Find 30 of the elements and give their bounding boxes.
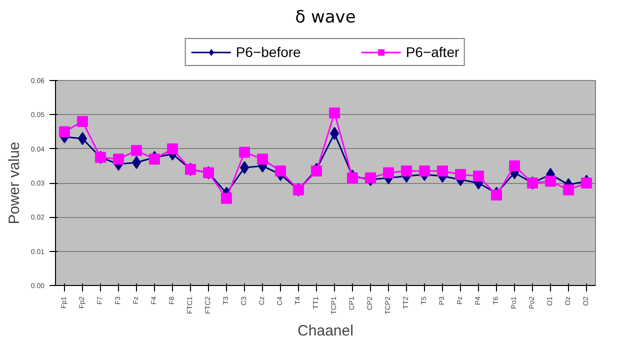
point <box>383 167 394 178</box>
point <box>329 107 340 118</box>
point <box>221 192 232 204</box>
point <box>149 154 160 165</box>
x-axis-title: Chaanel <box>298 322 354 340</box>
point <box>563 184 574 196</box>
point <box>275 166 286 177</box>
point <box>581 178 592 188</box>
point <box>365 172 376 184</box>
point <box>491 189 502 200</box>
point <box>545 176 556 187</box>
point <box>77 116 88 127</box>
point <box>131 145 142 156</box>
point <box>419 166 430 177</box>
point <box>239 146 250 158</box>
point <box>473 170 484 182</box>
point <box>59 126 70 138</box>
chart-title: δ wave <box>295 8 356 28</box>
point <box>455 168 466 180</box>
point <box>311 166 322 177</box>
point <box>257 154 268 165</box>
point <box>113 154 124 165</box>
point <box>347 172 358 184</box>
legend-label: P6−after <box>406 44 460 60</box>
legend-label: P6−before <box>236 44 301 60</box>
point <box>437 166 448 177</box>
point <box>167 143 178 154</box>
point <box>509 160 520 172</box>
y-axis-title: Power value <box>6 142 23 224</box>
point <box>401 166 412 177</box>
